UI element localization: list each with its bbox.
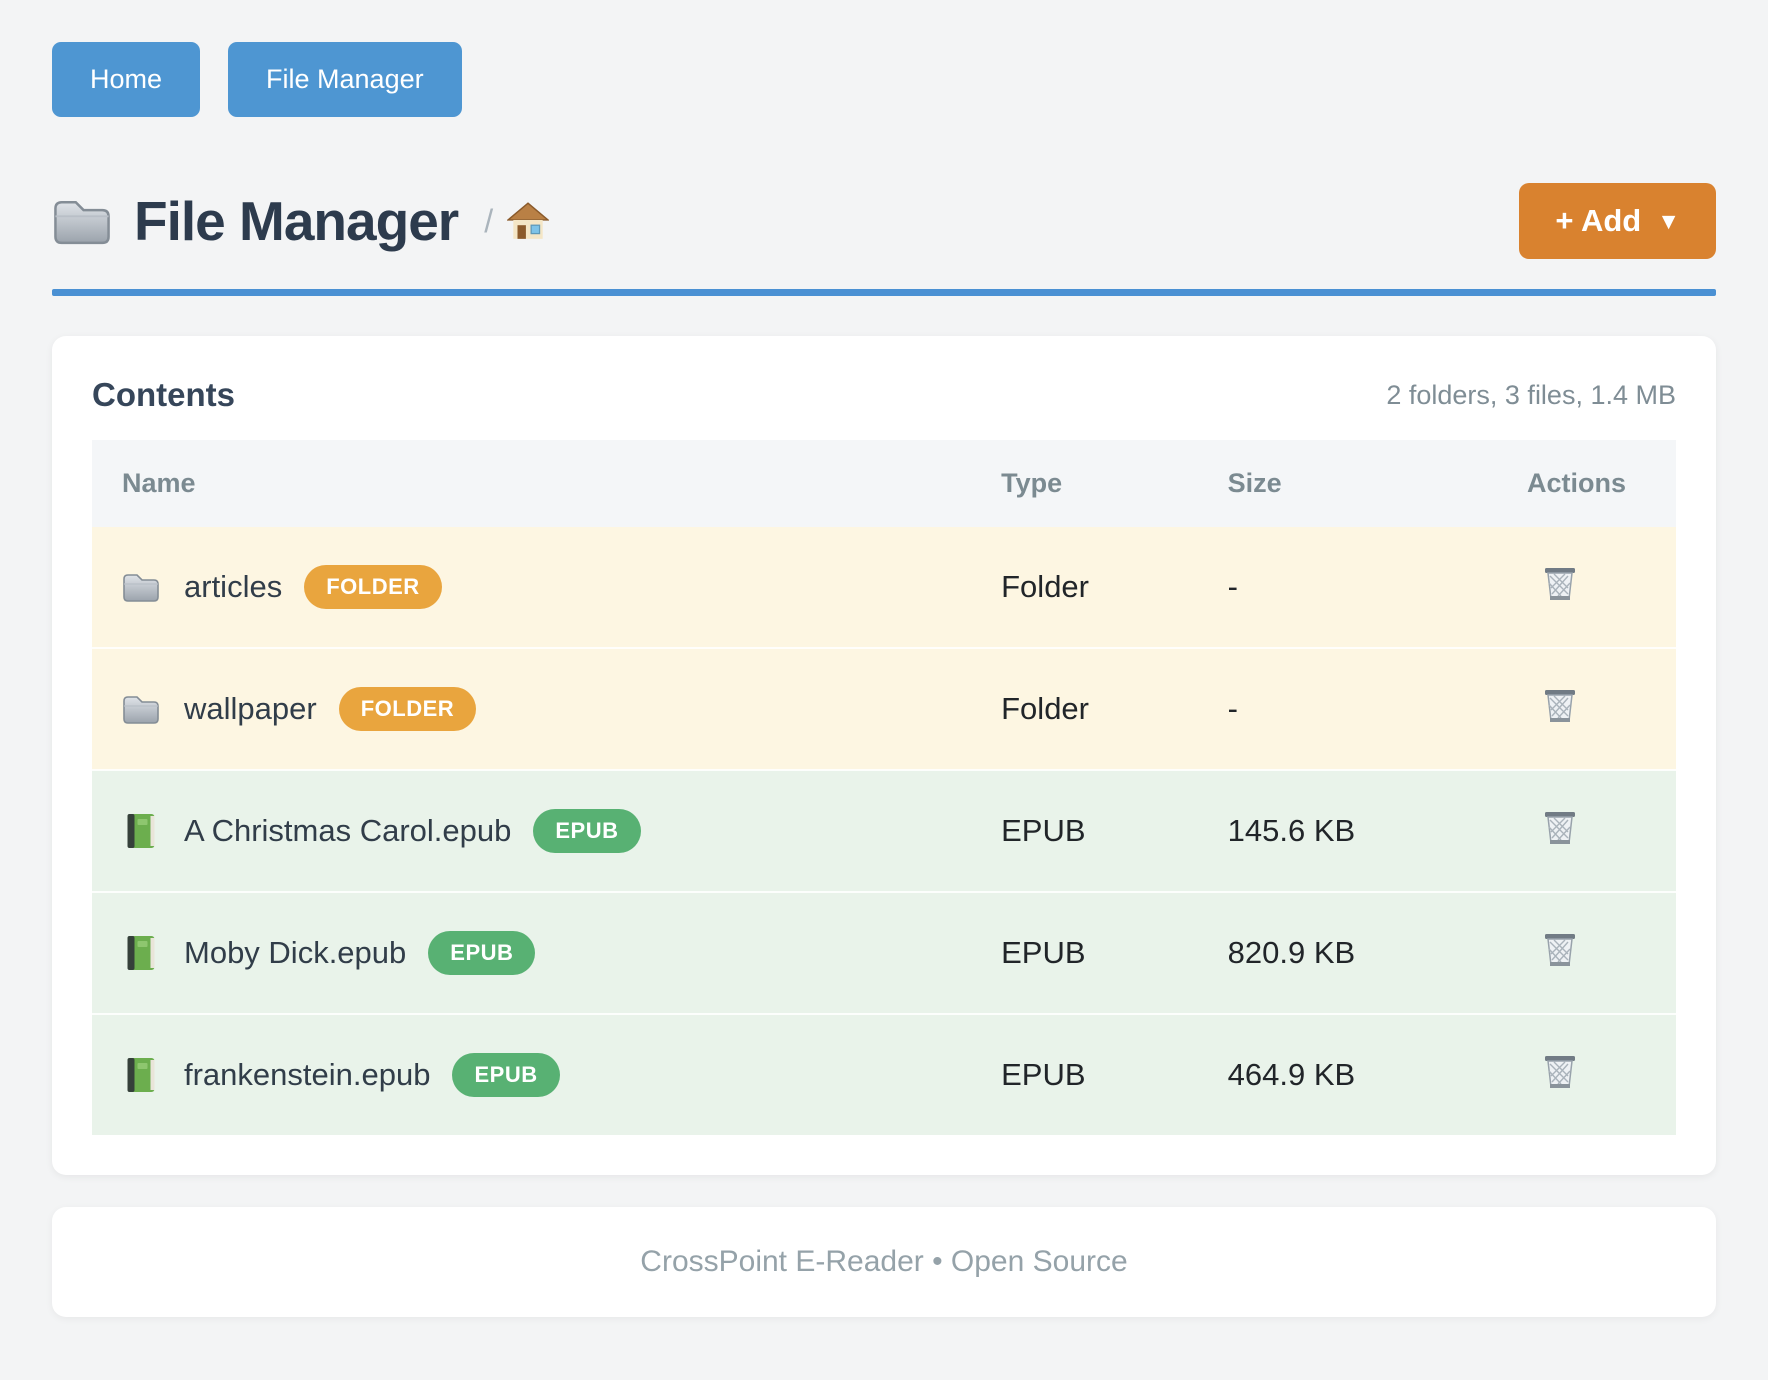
delete-button[interactable] (1542, 929, 1578, 969)
add-button-label: + Add (1555, 203, 1642, 238)
trash-icon (1544, 689, 1576, 723)
size-cell: - (1227, 569, 1238, 604)
epub-badge: EPUB (428, 931, 536, 975)
page-header: File Manager / + Add ▼ (52, 183, 1716, 259)
file-name[interactable]: Moby Dick.epub (184, 935, 407, 970)
trash-icon (1544, 567, 1576, 601)
trash-icon (1544, 933, 1576, 967)
type-cell: EPUB (1001, 935, 1086, 970)
file-name[interactable]: frankenstein.epub (184, 1057, 431, 1092)
file-manager-button[interactable]: File Manager (228, 42, 462, 117)
epub-badge: EPUB (533, 809, 641, 853)
contents-title: Contents (92, 376, 235, 413)
size-cell: 145.6 KB (1227, 813, 1356, 848)
breadcrumb: / (484, 202, 549, 240)
file-name[interactable]: articles (184, 569, 283, 604)
delete-button[interactable] (1542, 1051, 1578, 1091)
page-title-group: File Manager / (52, 189, 1519, 253)
size-cell: 820.9 KB (1227, 935, 1356, 970)
type-cell: Folder (1001, 569, 1089, 604)
table-row[interactable]: frankenstein.epub EPUB EPUB 464.9 KB (92, 1014, 1676, 1135)
top-nav: Home File Manager (52, 42, 1716, 117)
title-divider (52, 289, 1716, 296)
type-cell: Folder (1001, 691, 1089, 726)
file-name[interactable]: A Christmas Carol.epub (184, 813, 512, 848)
table-row[interactable]: articles FOLDER Folder - (92, 527, 1676, 648)
footer-text: CrossPoint E-Reader • Open Source (640, 1245, 1128, 1278)
chevron-down-icon: ▼ (1657, 207, 1680, 234)
book-icon (127, 814, 155, 848)
table-row[interactable]: Moby Dick.epub EPUB EPUB 820.9 KB (92, 892, 1676, 1014)
breadcrumb-separator: / (484, 202, 494, 239)
type-cell: EPUB (1001, 813, 1086, 848)
contents-summary: 2 folders, 3 files, 1.4 MB (1386, 379, 1676, 410)
house-icon[interactable] (507, 202, 549, 240)
folder-icon (123, 574, 159, 602)
table-row[interactable]: A Christmas Carol.epub EPUB EPUB 145.6 K… (92, 770, 1676, 892)
delete-button[interactable] (1542, 685, 1578, 725)
footer: CrossPoint E-Reader • Open Source (52, 1207, 1716, 1317)
file-name[interactable]: wallpaper (184, 691, 317, 726)
contents-card-header: Contents 2 folders, 3 files, 1.4 MB (92, 376, 1676, 414)
trash-icon (1544, 811, 1576, 845)
file-manager-page: Home File Manager File Manager / + Add ▼… (52, 42, 1716, 1175)
book-icon (127, 936, 155, 970)
page-title: File Manager (134, 190, 459, 252)
trash-icon (1544, 1055, 1576, 1089)
add-button[interactable]: + Add ▼ (1519, 183, 1716, 259)
column-header-name: Name (92, 440, 972, 527)
delete-button[interactable] (1542, 807, 1578, 847)
folder-icon (54, 201, 110, 245)
size-cell: - (1227, 691, 1238, 726)
home-button[interactable]: Home (52, 42, 201, 117)
table-row[interactable]: wallpaper FOLDER Folder - (92, 648, 1676, 770)
file-table: Name Type Size Actions articles FOLDER F… (92, 440, 1676, 1135)
column-header-size: Size (1197, 440, 1497, 527)
delete-button[interactable] (1542, 563, 1578, 603)
folder-badge: FOLDER (304, 565, 442, 609)
epub-badge: EPUB (452, 1053, 560, 1097)
folder-icon (123, 696, 159, 724)
folder-badge: FOLDER (338, 687, 477, 731)
column-header-type: Type (971, 440, 1198, 527)
column-header-actions: Actions (1497, 440, 1676, 527)
type-cell: EPUB (1001, 1057, 1086, 1092)
book-icon (127, 1058, 155, 1092)
contents-card: Contents 2 folders, 3 files, 1.4 MB Name… (52, 336, 1716, 1175)
table-header-row: Name Type Size Actions (92, 440, 1676, 527)
size-cell: 464.9 KB (1227, 1057, 1356, 1092)
